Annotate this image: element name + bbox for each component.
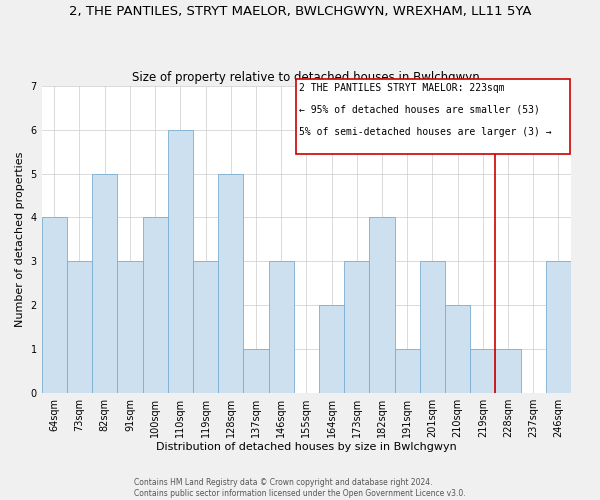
Bar [218,174,244,392]
Bar [395,349,420,393]
Bar [41,218,67,392]
FancyBboxPatch shape [296,80,570,154]
Bar [117,262,143,392]
Bar [67,262,92,392]
Text: 2 THE PANTILES STRYT MAELOR: 223sqm: 2 THE PANTILES STRYT MAELOR: 223sqm [299,83,505,93]
Title: Size of property relative to detached houses in Bwlchgwyn: Size of property relative to detached ho… [133,70,480,84]
Text: Contains HM Land Registry data © Crown copyright and database right 2024.
Contai: Contains HM Land Registry data © Crown c… [134,478,466,498]
Text: ← 95% of detached houses are smaller (53): ← 95% of detached houses are smaller (53… [299,105,540,115]
Bar [92,174,117,392]
Bar [496,349,521,393]
Text: 2, THE PANTILES, STRYT MAELOR, BWLCHGWYN, WREXHAM, LL11 5YA: 2, THE PANTILES, STRYT MAELOR, BWLCHGWYN… [69,5,531,18]
Bar [546,262,571,392]
Bar [470,349,496,393]
Bar [193,262,218,392]
Bar [143,218,168,392]
Bar [319,305,344,392]
Text: 5% of semi-detached houses are larger (3) →: 5% of semi-detached houses are larger (3… [299,127,552,137]
Bar [269,262,294,392]
Bar [370,218,395,392]
X-axis label: Distribution of detached houses by size in Bwlchgwyn: Distribution of detached houses by size … [156,442,457,452]
Bar [344,262,370,392]
Bar [244,349,269,393]
Y-axis label: Number of detached properties: Number of detached properties [15,152,25,327]
Bar [420,262,445,392]
Bar [445,305,470,392]
Bar [168,130,193,392]
